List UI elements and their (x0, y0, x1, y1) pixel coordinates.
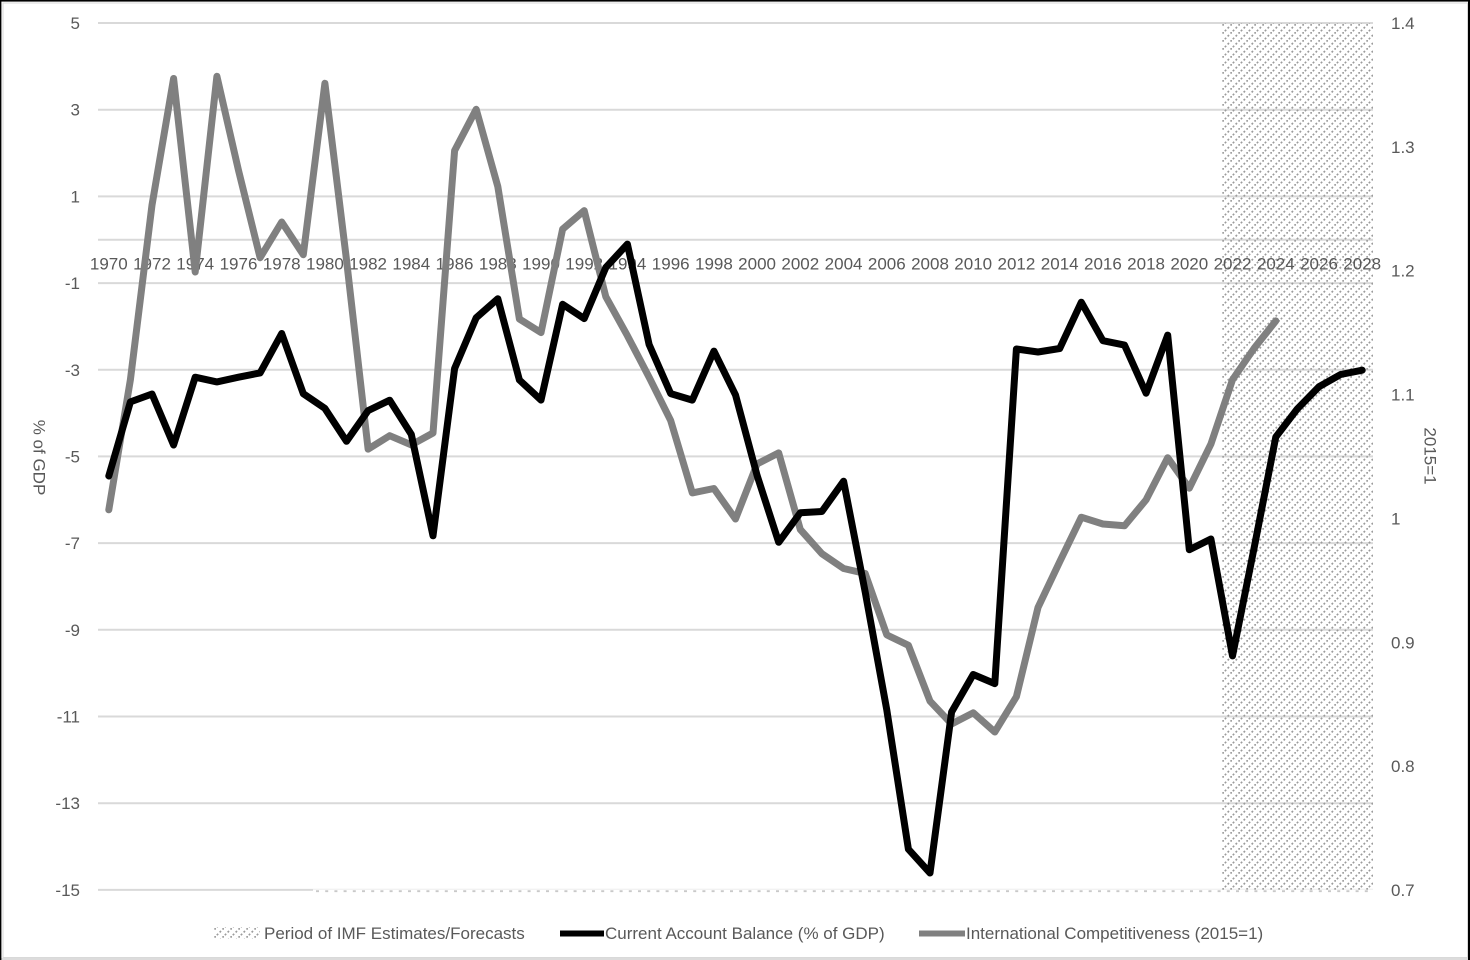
svg-text:2010: 2010 (954, 255, 992, 274)
svg-text:3: 3 (71, 101, 80, 120)
svg-text:2015=1: 2015=1 (1421, 427, 1440, 484)
svg-text:1984: 1984 (392, 255, 430, 274)
svg-text:2002: 2002 (781, 255, 819, 274)
svg-text:2024: 2024 (1257, 255, 1295, 274)
svg-text:2012: 2012 (997, 255, 1035, 274)
svg-text:1.3: 1.3 (1391, 138, 1415, 157)
svg-text:-7: -7 (65, 534, 80, 553)
svg-text:International Competitiveness: International Competitiveness (2015=1) (966, 924, 1263, 943)
svg-text:1: 1 (1391, 509, 1400, 528)
svg-text:0.9: 0.9 (1391, 633, 1415, 652)
svg-text:1976: 1976 (220, 255, 258, 274)
svg-text:2020: 2020 (1170, 255, 1208, 274)
svg-text:1980: 1980 (306, 255, 344, 274)
svg-text:5: 5 (71, 14, 80, 33)
svg-text:2000: 2000 (738, 255, 776, 274)
svg-text:1972: 1972 (133, 255, 171, 274)
svg-text:1986: 1986 (436, 255, 474, 274)
svg-text:1990: 1990 (522, 255, 560, 274)
svg-text:-11: -11 (57, 708, 80, 727)
svg-text:2022: 2022 (1214, 255, 1252, 274)
svg-text:-3: -3 (65, 361, 80, 380)
svg-text:2008: 2008 (911, 255, 949, 274)
svg-text:-9: -9 (65, 621, 80, 640)
svg-text:1996: 1996 (652, 255, 690, 274)
svg-text:0.7: 0.7 (1391, 881, 1415, 900)
svg-text:1.4: 1.4 (1391, 14, 1415, 33)
svg-text:Period of IMF Estimates/Foreca: Period of IMF Estimates/Forecasts (264, 924, 525, 943)
svg-text:Current Account Balance (% of: Current Account Balance (% of GDP) (605, 924, 885, 943)
svg-text:-5: -5 (65, 447, 80, 466)
svg-text:1.2: 1.2 (1391, 262, 1415, 281)
svg-text:-1: -1 (65, 274, 80, 293)
svg-text:2006: 2006 (868, 255, 906, 274)
svg-text:1982: 1982 (349, 255, 387, 274)
svg-text:1978: 1978 (263, 255, 301, 274)
svg-text:2004: 2004 (825, 255, 863, 274)
svg-text:2018: 2018 (1127, 255, 1165, 274)
svg-text:1970: 1970 (90, 255, 128, 274)
svg-text:-13: -13 (55, 794, 80, 813)
svg-text:2016: 2016 (1084, 255, 1122, 274)
svg-text:1: 1 (71, 187, 80, 206)
svg-text:0.8: 0.8 (1391, 757, 1415, 776)
svg-text:-15: -15 (55, 881, 80, 900)
svg-text:% of GDP: % of GDP (30, 420, 49, 496)
svg-text:2014: 2014 (1041, 255, 1079, 274)
svg-text:1.1: 1.1 (1391, 386, 1415, 405)
svg-text:1998: 1998 (695, 255, 733, 274)
svg-text:2026: 2026 (1300, 255, 1338, 274)
svg-text:2028: 2028 (1343, 255, 1381, 274)
